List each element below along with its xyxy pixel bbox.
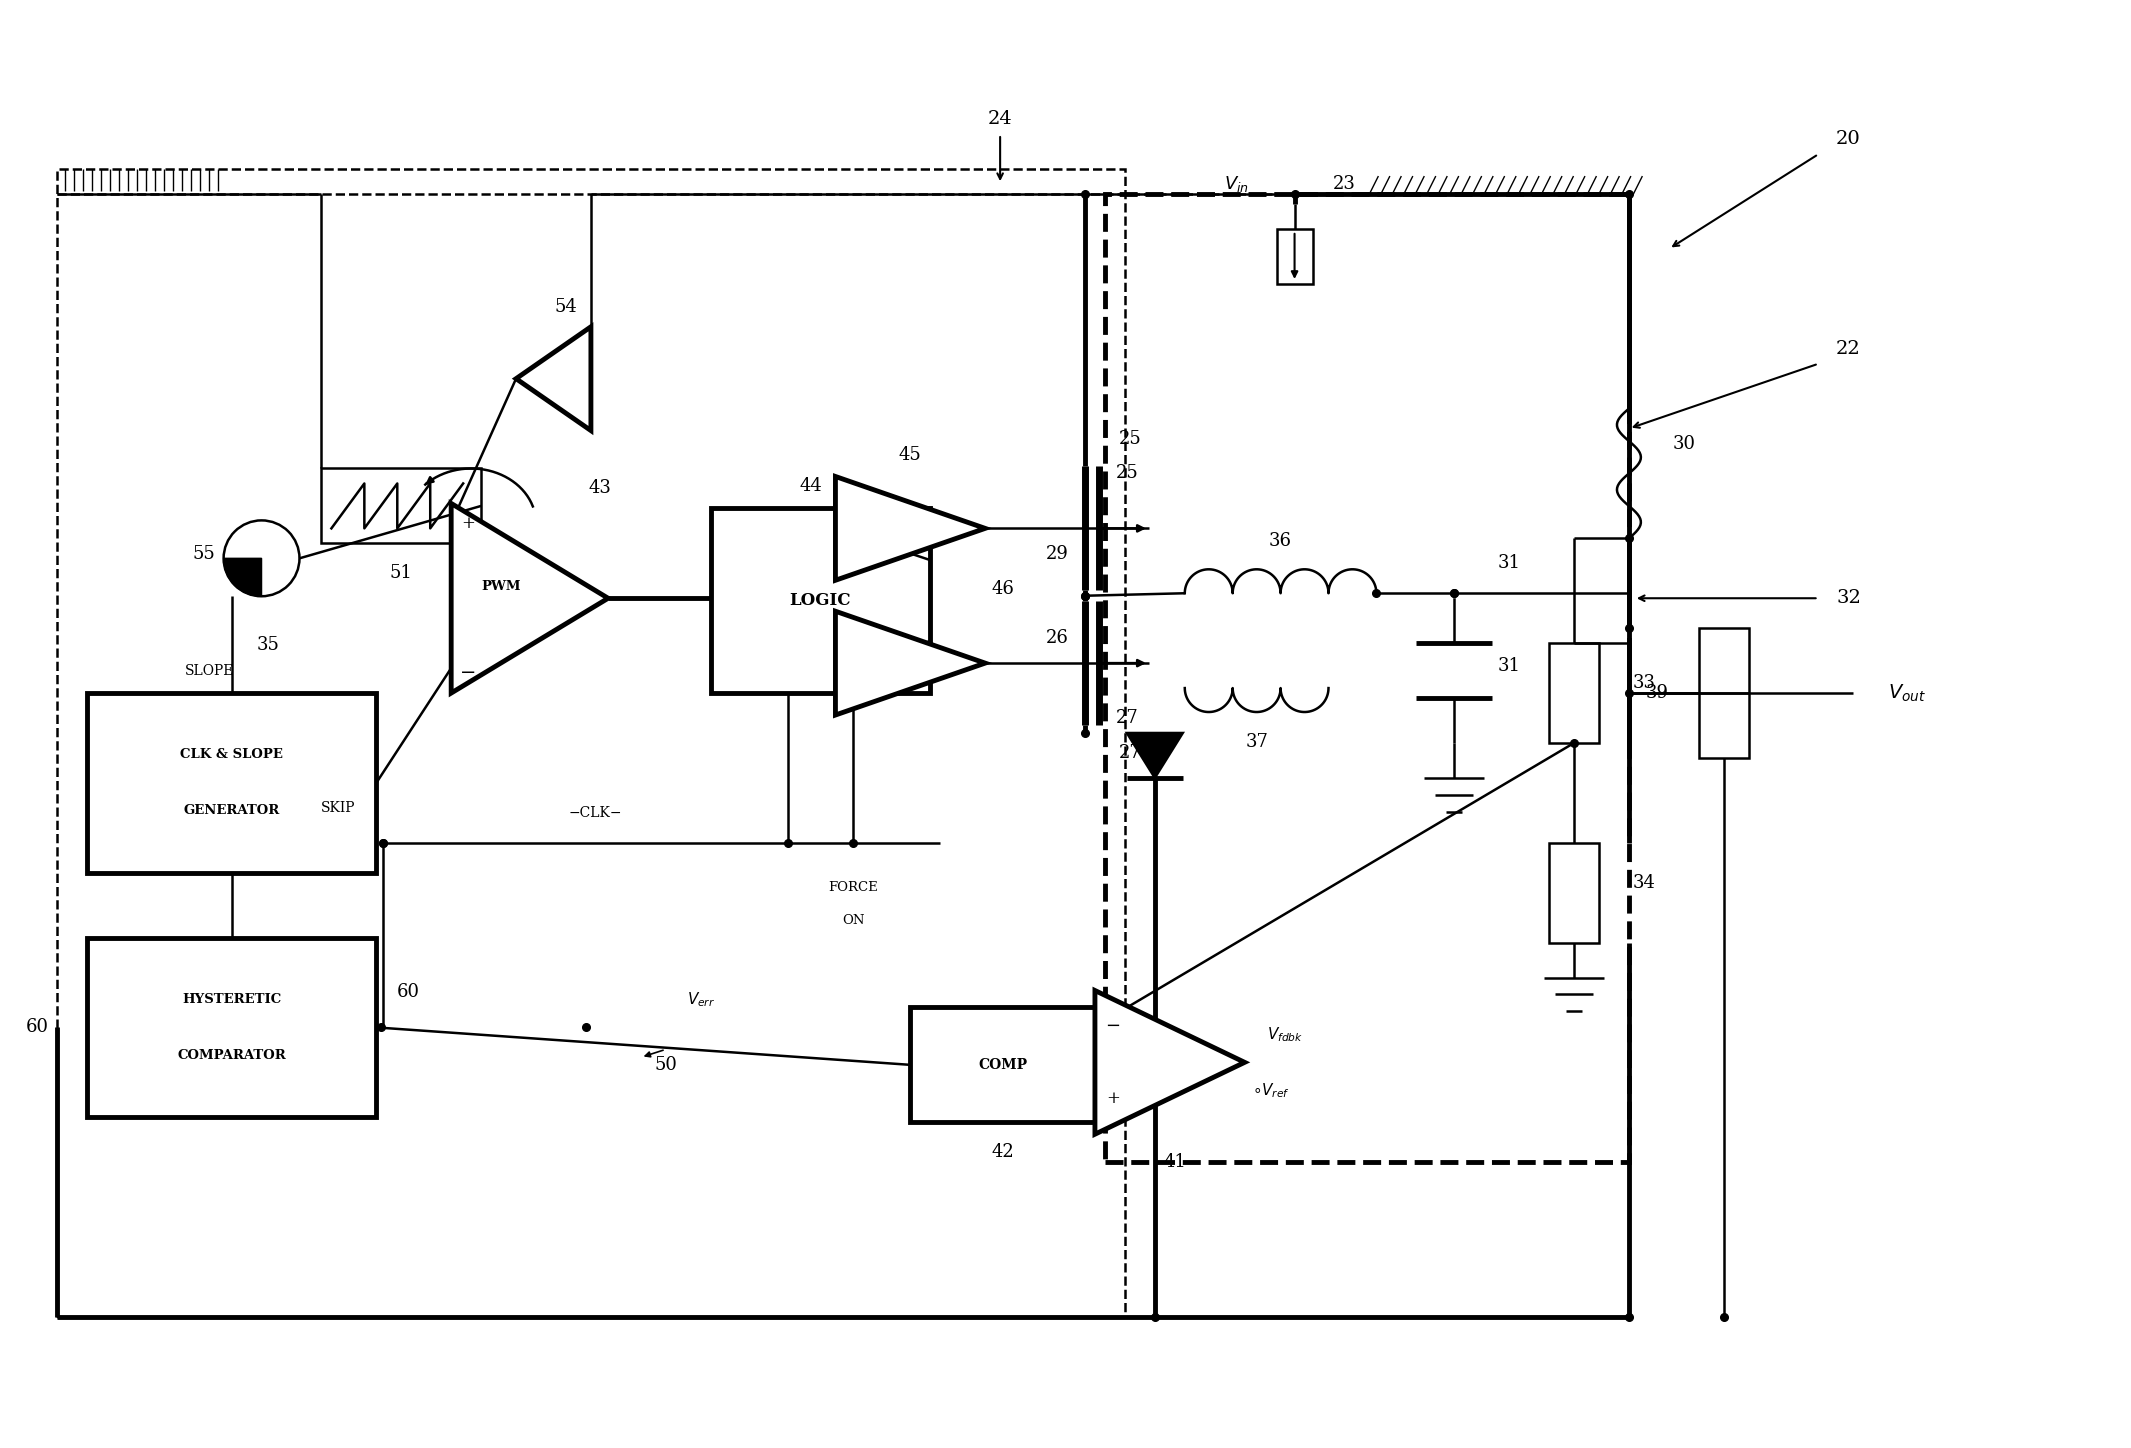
Text: $V_{in}$: $V_{in}$ bbox=[1223, 174, 1249, 194]
Polygon shape bbox=[224, 559, 262, 597]
Text: $V_{out}$: $V_{out}$ bbox=[1888, 682, 1926, 704]
Text: $V_{fdbk}$: $V_{fdbk}$ bbox=[1268, 1025, 1304, 1044]
Text: LOGIC: LOGIC bbox=[791, 592, 850, 610]
Text: 44: 44 bbox=[799, 478, 823, 495]
Text: 60: 60 bbox=[26, 1018, 49, 1037]
Bar bbox=[1106, 194, 1628, 1163]
Text: 39: 39 bbox=[1645, 683, 1669, 702]
Text: 43: 43 bbox=[588, 479, 612, 498]
Text: 60: 60 bbox=[396, 983, 420, 1002]
Bar bbox=[1549, 643, 1598, 743]
Text: 36: 36 bbox=[1270, 533, 1291, 550]
Text: 20: 20 bbox=[1837, 130, 1860, 148]
Text: 30: 30 bbox=[1673, 434, 1696, 453]
Text: +: + bbox=[460, 515, 475, 531]
Text: 31: 31 bbox=[1498, 656, 1522, 675]
Circle shape bbox=[224, 520, 300, 597]
Text: −CLK−: −CLK− bbox=[569, 807, 622, 820]
Text: 37: 37 bbox=[1245, 733, 1268, 752]
Polygon shape bbox=[452, 504, 607, 694]
Text: 22: 22 bbox=[1837, 340, 1860, 358]
Bar bbox=[910, 1008, 1095, 1122]
Text: 32: 32 bbox=[1837, 589, 1860, 607]
Polygon shape bbox=[516, 327, 590, 430]
Polygon shape bbox=[835, 476, 985, 581]
Text: 34: 34 bbox=[1632, 873, 1656, 892]
Text: 51: 51 bbox=[390, 565, 413, 582]
Polygon shape bbox=[1095, 990, 1245, 1134]
Bar bbox=[87, 938, 377, 1118]
Text: −: − bbox=[1106, 1018, 1121, 1035]
Text: +: + bbox=[254, 546, 271, 563]
Text: HYSTERETIC: HYSTERETIC bbox=[181, 993, 281, 1006]
Text: 26: 26 bbox=[1046, 628, 1068, 647]
Text: $V_{err}$: $V_{err}$ bbox=[686, 990, 714, 1009]
Text: SKIP: SKIP bbox=[322, 801, 356, 815]
Bar bbox=[87, 694, 377, 873]
Text: COMPARATOR: COMPARATOR bbox=[177, 1048, 286, 1061]
Bar bbox=[1276, 229, 1313, 284]
Text: 55: 55 bbox=[192, 546, 215, 563]
Text: 46: 46 bbox=[991, 581, 1014, 598]
Text: 23: 23 bbox=[1334, 175, 1355, 193]
Text: PWM: PWM bbox=[482, 579, 520, 592]
Text: $\circ V_{ref}$: $\circ V_{ref}$ bbox=[1253, 1082, 1289, 1099]
Bar bbox=[1698, 628, 1750, 757]
Text: 24: 24 bbox=[989, 110, 1012, 129]
Polygon shape bbox=[835, 611, 985, 715]
Text: 25: 25 bbox=[1115, 465, 1138, 482]
Text: 33: 33 bbox=[1632, 675, 1656, 692]
Polygon shape bbox=[1127, 733, 1183, 778]
Text: GENERATOR: GENERATOR bbox=[183, 804, 279, 817]
Bar bbox=[322, 469, 482, 543]
Text: 35: 35 bbox=[256, 636, 279, 653]
Text: 45: 45 bbox=[899, 446, 923, 463]
Text: 42: 42 bbox=[991, 1142, 1014, 1161]
Text: SLOPE: SLOPE bbox=[185, 665, 234, 678]
Bar bbox=[1549, 843, 1598, 943]
Text: 41: 41 bbox=[1164, 1153, 1187, 1171]
Text: ON: ON bbox=[842, 914, 865, 927]
Text: −: − bbox=[460, 665, 477, 682]
Text: CLK & SLOPE: CLK & SLOPE bbox=[181, 749, 283, 762]
Text: 31: 31 bbox=[1498, 555, 1522, 572]
Text: +: + bbox=[1106, 1090, 1121, 1106]
Text: 27: 27 bbox=[1119, 744, 1142, 762]
Text: 54: 54 bbox=[554, 298, 578, 316]
Text: FORCE: FORCE bbox=[829, 882, 878, 895]
Text: COMP: COMP bbox=[978, 1058, 1027, 1072]
Text: 50: 50 bbox=[654, 1057, 678, 1074]
Text: 29: 29 bbox=[1046, 544, 1068, 563]
Text: 25: 25 bbox=[1119, 430, 1142, 447]
Text: 27: 27 bbox=[1115, 710, 1138, 727]
Bar bbox=[58, 169, 1125, 1316]
Bar bbox=[710, 508, 931, 694]
